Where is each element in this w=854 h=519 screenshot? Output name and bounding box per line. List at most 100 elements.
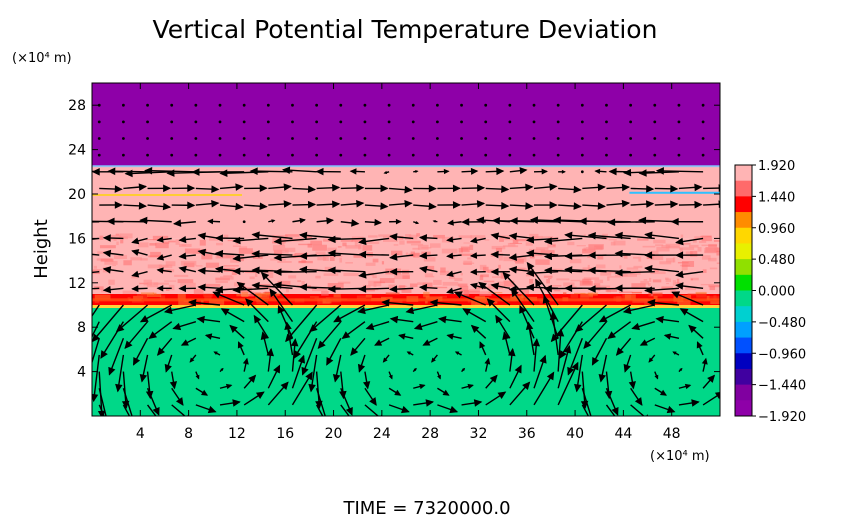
texture-patch — [653, 268, 659, 273]
vector-arrow — [332, 354, 342, 383]
vector-arrow — [340, 219, 360, 227]
texture-patch — [515, 238, 531, 242]
vector-arrow — [196, 315, 221, 324]
vector-arrow — [485, 391, 507, 406]
texture-patch — [640, 280, 649, 285]
vector-arrow — [580, 170, 584, 174]
vector-arrow — [413, 184, 437, 193]
texture-patch — [701, 235, 712, 242]
y-tick-label: 4 — [77, 365, 86, 381]
vector-arrow — [508, 153, 512, 157]
texture-patch — [285, 288, 290, 293]
vector-arrow — [244, 202, 268, 210]
texture-patch — [388, 284, 396, 291]
vector-arrow — [508, 232, 535, 241]
vector-arrow — [532, 120, 536, 124]
texture-patch — [162, 241, 170, 244]
texture-patch — [709, 286, 716, 291]
vector-arrow — [701, 357, 708, 372]
vector-arrow — [195, 371, 200, 380]
vector-arrow — [701, 137, 705, 140]
texture-patch — [458, 253, 474, 256]
texture-patch — [454, 277, 463, 282]
vector-arrow — [484, 153, 488, 157]
vector-arrow — [398, 333, 414, 340]
vector-arrow — [146, 153, 149, 157]
texture-patch — [708, 284, 720, 288]
vector-arrow — [509, 381, 531, 406]
vector-arrow — [591, 337, 608, 366]
texture-patch — [199, 239, 206, 246]
texture-patch — [410, 251, 415, 257]
vector-arrow — [639, 337, 656, 346]
texture-patch — [112, 264, 117, 266]
vector-arrow — [291, 371, 313, 406]
texture-patch — [631, 291, 642, 294]
texture-patch — [408, 234, 418, 240]
colorbar-swatch — [735, 274, 752, 291]
y-tick-label: 12 — [68, 276, 86, 292]
texture-patch — [539, 299, 545, 304]
vector-arrow — [462, 308, 487, 323]
vector-arrow — [242, 357, 249, 372]
vector-arrow — [675, 251, 704, 259]
vector-arrow — [411, 120, 415, 124]
vector-arrow — [587, 231, 631, 240]
texture-patch — [648, 292, 663, 297]
vector-arrow — [701, 120, 705, 124]
vector-arrow — [509, 364, 522, 389]
texture-patch — [470, 235, 486, 239]
vector-arrow — [587, 251, 631, 260]
vector-arrow — [97, 103, 101, 107]
vector-arrow — [146, 137, 149, 140]
vector-arrow — [242, 153, 246, 157]
texture-patch — [401, 288, 412, 293]
texture-patch — [261, 294, 278, 299]
vector-arrow — [220, 308, 245, 323]
texture-patch — [681, 261, 695, 267]
vector-arrow — [644, 251, 679, 259]
texture-patch — [425, 275, 435, 278]
texture-patch — [298, 260, 313, 264]
vector-arrow — [115, 304, 149, 333]
vector-arrow — [532, 153, 536, 157]
texture-patch — [650, 271, 666, 275]
texture-patch — [442, 281, 459, 286]
vector-arrow — [630, 185, 655, 193]
vector-arrow — [509, 167, 528, 175]
vector-arrow — [654, 387, 667, 396]
y-unit-label: (×10⁴ m) — [12, 51, 72, 66]
texture-patch — [680, 234, 684, 238]
texture-patch — [500, 272, 507, 279]
colorbar-swatch — [735, 180, 752, 197]
plot-frame — [91, 82, 721, 417]
texture-patch — [440, 267, 446, 273]
vector-arrow — [122, 137, 125, 140]
vector-arrow — [533, 354, 547, 389]
texture-patch — [688, 244, 699, 248]
texture-patch — [608, 270, 618, 274]
texture-patch — [317, 257, 327, 261]
texture-patch — [701, 255, 711, 260]
vector-arrow — [292, 200, 317, 209]
texture-patch — [458, 235, 472, 239]
texture-patch — [315, 275, 321, 279]
texture-patch — [497, 281, 504, 284]
vector-arrow — [251, 281, 293, 290]
vector-arrow — [387, 120, 391, 124]
vector-arrow — [364, 387, 377, 406]
vector-arrow — [581, 404, 590, 416]
vector-arrow — [485, 202, 510, 210]
texture-patch — [305, 236, 312, 240]
texture-patch — [696, 293, 707, 298]
vector-arrow — [273, 268, 317, 276]
texture-patch — [624, 294, 636, 300]
layer-band-0 — [92, 307, 720, 416]
texture-patch — [507, 242, 516, 247]
vector-arrow — [413, 170, 419, 174]
vector-arrow — [614, 268, 655, 277]
texture-patch — [441, 248, 458, 254]
vector-arrow — [383, 170, 390, 174]
vector-arrow — [92, 287, 100, 290]
texture-patch — [373, 282, 377, 288]
